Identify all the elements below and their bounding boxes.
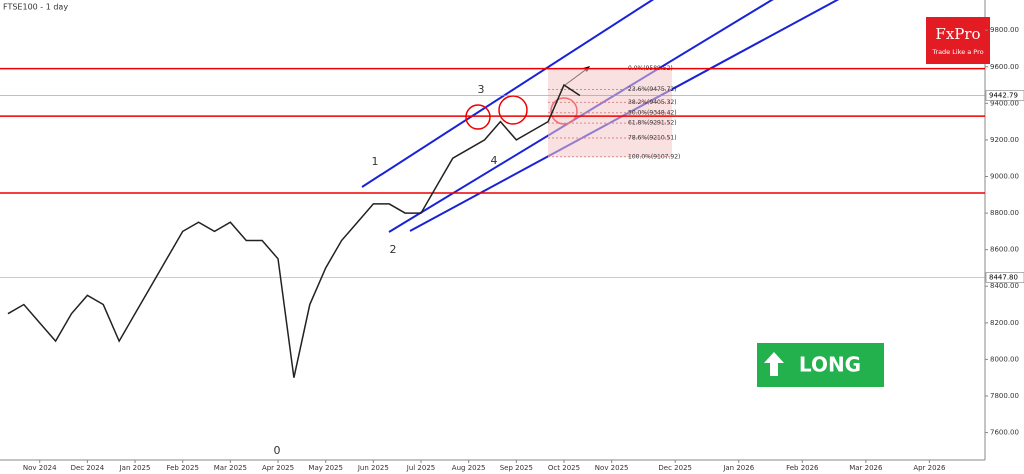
wave-label: 1 xyxy=(372,155,379,168)
highlight-circle xyxy=(498,95,528,125)
price-tag-label: 8447.80 xyxy=(989,273,1018,281)
signal-label: LONG xyxy=(799,353,861,377)
fib-label: 38.2%(9405.32) xyxy=(628,99,677,106)
brand-box xyxy=(926,17,990,64)
y-tick-label: 7600.00 xyxy=(990,429,1019,437)
y-tick-label: 9000.00 xyxy=(990,173,1019,181)
x-tick-label: Apr 2025 xyxy=(262,464,294,472)
x-tick-label: Jan 2026 xyxy=(722,464,754,472)
x-tick-label: Apr 2026 xyxy=(913,464,946,472)
fib-label: 23.6%(9475.72) xyxy=(628,86,677,93)
x-tick-label: Jun 2025 xyxy=(357,464,389,472)
y-tick-label: 8600.00 xyxy=(990,246,1019,254)
wave-label: 3 xyxy=(478,83,485,96)
x-tick-label: Oct 2025 xyxy=(548,464,580,472)
fib-label: 100.0%(9107.92) xyxy=(628,153,680,160)
x-tick-label: Nov 2024 xyxy=(23,464,57,472)
wave-label: 4 xyxy=(491,154,498,167)
x-tick-label: Aug 2025 xyxy=(452,464,486,472)
y-tick-label: 9600.00 xyxy=(990,63,1019,71)
fib-label: 78.6%(9210.51) xyxy=(628,134,677,141)
fib-label: 61.8%(9291.52) xyxy=(628,120,677,127)
x-tick-label: Dec 2024 xyxy=(71,464,105,472)
brand-name: FxPro xyxy=(935,25,980,43)
x-tick-label: Feb 2025 xyxy=(166,464,198,472)
price-tag-label: 9442.79 xyxy=(989,92,1018,100)
x-tick-label: May 2025 xyxy=(308,464,343,472)
x-tick-label: Dec 2025 xyxy=(658,464,692,472)
signal-arrow xyxy=(764,352,784,376)
channel-upper xyxy=(361,0,655,188)
y-tick-label: 8000.00 xyxy=(990,355,1019,363)
wave-label: 2 xyxy=(390,243,397,256)
chart-title: FTSE100 - 1 day xyxy=(3,3,68,12)
y-tick-label: 9800.00 xyxy=(990,26,1019,34)
channel-lower xyxy=(409,0,840,232)
x-tick-label: Feb 2026 xyxy=(786,464,819,472)
y-tick-label: 7800.00 xyxy=(990,392,1019,400)
x-tick-label: Mar 2025 xyxy=(214,464,247,472)
price-line-series xyxy=(7,83,581,378)
y-tick-label: 9400.00 xyxy=(990,99,1019,107)
y-tick-label: 8200.00 xyxy=(990,319,1019,327)
wave-labels: 0 1 2 3 4 xyxy=(274,83,498,457)
x-tick-label: Sep 2025 xyxy=(500,464,533,472)
wave-label: 0 xyxy=(274,444,281,457)
x-tick-label: Nov 2025 xyxy=(595,464,629,472)
highlight-circle xyxy=(465,104,491,130)
y-tick-label: 8800.00 xyxy=(990,209,1019,217)
x-tick-label: Mar 2026 xyxy=(849,464,883,472)
price-tag xyxy=(985,272,1024,283)
x-tick-label: Jul 2025 xyxy=(406,464,436,472)
signal-box xyxy=(757,343,884,387)
brand-tagline: Trade Like a Pro xyxy=(931,48,983,56)
y-tick-label: 8400.00 xyxy=(990,282,1019,290)
price-tag xyxy=(985,90,1024,101)
fib-label: 50.0%(9348.42) xyxy=(628,109,677,116)
x-tick-label: Jan 2025 xyxy=(119,464,151,472)
y-tick-label: 9200.00 xyxy=(990,136,1019,144)
